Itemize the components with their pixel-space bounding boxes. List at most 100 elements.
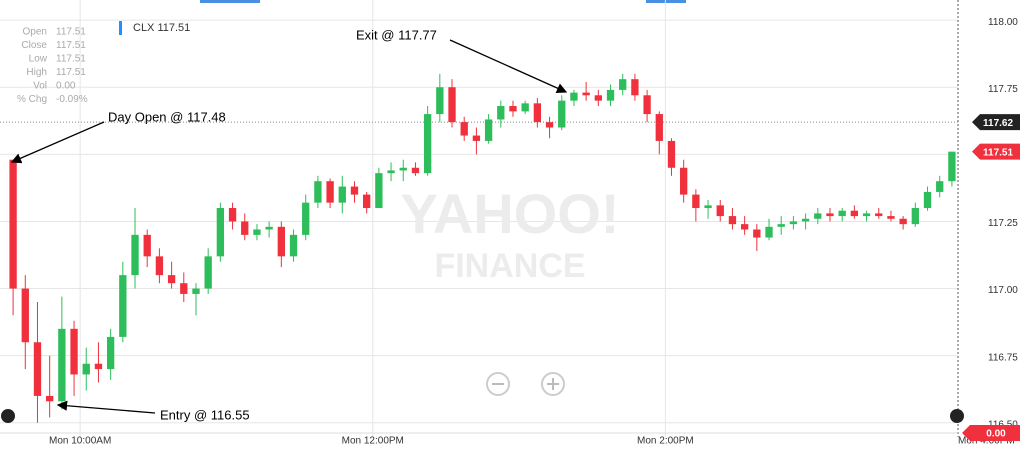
candle-body — [375, 173, 383, 209]
candle-body — [936, 181, 944, 192]
axis: 116.50116.75117.00117.25117.50117.75118.… — [49, 17, 1020, 447]
candle-body — [606, 89, 615, 101]
candle-body — [899, 218, 907, 225]
watermark: YAHOO! FINANCE — [401, 182, 620, 285]
info-value: 117.51 — [56, 54, 86, 65]
price-tag — [972, 114, 1020, 131]
candle-body — [716, 205, 724, 217]
info-label: Close — [21, 40, 47, 51]
x-tick-label: Mon 2:00PM — [637, 436, 694, 447]
candle-body — [692, 194, 700, 209]
info-label: Open — [23, 27, 47, 38]
candle-body — [241, 221, 249, 235]
volume-tag — [962, 425, 1020, 441]
candle-body — [862, 213, 871, 217]
x-tick-label: Mon 4:00PM — [958, 436, 1015, 447]
candle-body — [180, 283, 188, 294]
candle-body — [167, 275, 176, 284]
candle-body — [497, 106, 505, 120]
candle-body — [826, 213, 834, 217]
candle-body — [265, 226, 273, 230]
candle-body — [887, 216, 895, 219]
arrow — [56, 400, 156, 414]
y-tick-label: 116.75 — [988, 352, 1018, 363]
y-tick-label: 117.00 — [988, 285, 1018, 296]
candle-body — [302, 202, 310, 235]
candle-body — [667, 140, 676, 168]
candle-body — [326, 181, 334, 203]
watermark-text: FINANCE — [434, 247, 585, 285]
candle-body — [228, 208, 237, 222]
candle-body — [119, 275, 127, 337]
candle-body — [155, 256, 164, 276]
candle-body — [399, 167, 407, 171]
y-tick-label: 117.25 — [988, 218, 1018, 229]
candle-body — [448, 87, 456, 123]
candle-body — [460, 122, 468, 136]
candle-body — [106, 336, 115, 370]
zoom-out[interactable] — [486, 372, 510, 396]
candle-body — [350, 186, 359, 195]
info-label: Vol — [33, 81, 47, 92]
candle-body — [436, 87, 444, 115]
candle-body — [363, 194, 371, 209]
candle-body — [570, 92, 578, 101]
candle-body — [911, 208, 919, 225]
candle-body — [838, 210, 846, 217]
candle-body — [777, 224, 785, 227]
legend-marker — [119, 21, 122, 35]
candle-body — [70, 328, 78, 375]
candle-body — [216, 208, 225, 257]
x-tick-label: Mon 12:00PM — [342, 436, 404, 447]
y-tick-label: 117.75 — [988, 84, 1018, 95]
candle-body — [631, 79, 639, 96]
candle-body — [277, 226, 285, 257]
info-label: Low — [29, 54, 48, 65]
candle-body — [533, 103, 542, 123]
grid — [0, 0, 959, 437]
candle-body — [33, 342, 42, 396]
annotation: Day Open @ 117.48 — [108, 109, 226, 124]
candle-body — [558, 100, 566, 128]
watermark-text: YAHOO! — [401, 182, 620, 245]
info-label: % Chg — [17, 94, 47, 105]
info-value: 117.51 — [56, 40, 86, 51]
top-marker — [646, 0, 686, 3]
candle-body — [21, 288, 29, 343]
candle-body — [143, 234, 151, 257]
candle-body — [875, 213, 883, 217]
candle-body — [765, 226, 773, 238]
candle-body — [619, 79, 627, 90]
legend-text: CLX 117.51 — [133, 22, 190, 34]
arrow — [449, 39, 568, 94]
candle-body — [753, 229, 761, 238]
candle-body — [131, 234, 139, 276]
price-tag — [972, 143, 1020, 160]
candle-body — [509, 106, 517, 112]
top-marker — [200, 0, 260, 3]
info-value: 0.00 — [56, 81, 76, 92]
y-tick-label: 118.00 — [988, 17, 1018, 28]
candle-body — [253, 229, 261, 235]
zoom-controls[interactable] — [486, 372, 565, 396]
candle-body — [704, 205, 712, 209]
price-tag-label: 117.51 — [983, 147, 1013, 158]
candle-body — [9, 159, 17, 289]
candle-body — [387, 170, 395, 174]
info-panel: Open 117.51 Close 117.51 Low 117.51 High 117.51… — [17, 27, 88, 106]
price-tag-label: 117.62 — [983, 118, 1013, 129]
nav-handle[interactable] — [1, 409, 15, 423]
candle-body — [94, 363, 103, 370]
candle-body — [484, 119, 493, 141]
candle-body — [423, 114, 432, 174]
zoom-in[interactable] — [541, 372, 565, 396]
nav-handle[interactable] — [950, 409, 964, 423]
candle-body — [582, 92, 590, 96]
candle-body — [472, 135, 481, 141]
info-value: -0.09% — [56, 94, 88, 105]
candle-body — [789, 221, 798, 225]
info-value: 117.51 — [56, 27, 86, 38]
annotation: Exit @ 117.77 — [356, 27, 437, 42]
candle-body — [289, 234, 298, 257]
